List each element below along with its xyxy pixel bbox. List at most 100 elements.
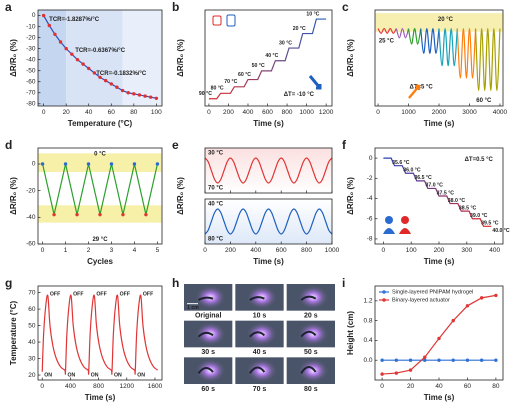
data-point — [47, 23, 51, 28]
x-tick-label: 600 — [276, 247, 287, 254]
x-tick-label: 800 — [93, 383, 104, 390]
data-point — [58, 40, 63, 44]
x-axis-label: Time (s) — [424, 257, 455, 266]
y-tick-label: -20 — [26, 34, 36, 41]
frame-label: 30 s — [201, 349, 215, 356]
legend-marker — [382, 298, 386, 302]
shaded-region — [38, 10, 67, 106]
plot-frame — [204, 9, 333, 107]
y-axis-label: ΔR/R₀ (%) — [9, 177, 18, 215]
annotation: ON — [114, 372, 122, 378]
y-tick-label: -6 — [367, 215, 373, 222]
x-tick-label: 4 — [133, 247, 137, 254]
plot-frame — [204, 198, 333, 245]
annotation: ΔT= -10 °C — [284, 92, 315, 98]
annotation: 70 °C — [224, 79, 237, 85]
legend-label: Binary-layered actuator — [392, 297, 450, 303]
data-line — [377, 27, 397, 34]
data-point — [98, 75, 102, 80]
sample-strip — [198, 296, 214, 301]
data-point — [41, 13, 46, 18]
x-tick-label: 0 — [42, 109, 46, 116]
annotation: 80 °C — [211, 86, 224, 92]
y-tick-label: -8 — [367, 236, 373, 243]
x-axis-label: Time (s) — [424, 119, 455, 128]
y-tick-label: -40 — [26, 214, 36, 221]
x-tick-label: 80 — [130, 109, 138, 116]
annotation: 60 °C — [238, 72, 251, 78]
data-point — [149, 95, 153, 99]
y-tick-label: 30 — [28, 355, 36, 362]
x-tick-label: 1000 — [401, 109, 416, 116]
x-tick-label: 80 — [492, 383, 500, 390]
annotation: TCR=-1.8287%/°C — [49, 17, 100, 23]
annotation: OFF — [143, 291, 153, 297]
data-point — [423, 358, 427, 362]
x-tick-label: 60 — [108, 109, 116, 116]
frame-label: 60 s — [201, 386, 215, 393]
person-head — [401, 216, 409, 224]
annotation: 20 °C — [293, 26, 306, 32]
data-line — [383, 157, 492, 227]
x-tick-label: 0 — [40, 383, 44, 390]
y-tick-label: 40 — [28, 339, 36, 346]
x-tick-label: 400 — [489, 247, 500, 254]
data-point — [423, 355, 427, 359]
x-tick-label: 400 — [250, 247, 261, 254]
person-body — [399, 228, 411, 234]
x-tick-label: 5 — [156, 247, 160, 254]
y-tick-label: -4 — [367, 195, 373, 202]
x-tick-label: 100 — [151, 109, 162, 116]
data-point — [479, 358, 484, 362]
annotation: ON — [137, 372, 145, 378]
x-tick-label: 200 — [223, 109, 234, 116]
data-point — [92, 71, 97, 75]
y-tick-label: 0.4 — [363, 337, 372, 344]
y-axis-label: Temperature (°C) — [9, 300, 18, 365]
frame-label: 10 s — [253, 313, 267, 320]
x-tick-label: 0 — [203, 247, 207, 254]
annotation: TCR=-0.1832%/°C — [96, 71, 147, 77]
legend-label: Single-layered PNIPAM hydrogel — [392, 289, 473, 295]
annotation: 10 °C — [306, 11, 319, 17]
data-point — [494, 293, 498, 298]
y-tick-label: -70 — [26, 89, 36, 96]
data-point — [75, 212, 79, 217]
annotation: OFF — [96, 291, 106, 297]
x-tick-label: 600 — [262, 109, 273, 116]
sample-strip — [248, 366, 266, 374]
x-tick-label: 1000 — [299, 109, 314, 116]
sample-strip — [300, 366, 317, 374]
annotation: 37.5 °C — [437, 190, 455, 196]
x-tick-label: 0 — [41, 247, 45, 254]
y-tick-label: -50 — [26, 67, 36, 74]
x-tick-label: 1 — [64, 247, 68, 254]
x-tick-label: 400 — [243, 109, 254, 116]
data-point — [63, 162, 68, 166]
x-tick-label: 60 — [464, 383, 472, 390]
data-point — [64, 46, 68, 51]
x-tick-label: 0 — [382, 247, 386, 254]
annotation: 37.0 °C — [426, 183, 444, 189]
sample-strip — [197, 367, 214, 374]
data-point — [52, 212, 56, 217]
x-tick-label: 100 — [406, 247, 417, 254]
annotation: OFF — [50, 291, 60, 297]
annotation: TCR=-0.6367%/°C — [75, 48, 126, 54]
annotation: 39.0 °C — [470, 213, 488, 219]
data-point — [479, 296, 484, 300]
x-tick-label: 300 — [461, 247, 472, 254]
data-point — [40, 162, 45, 166]
x-axis-label: Time (s) — [85, 393, 116, 402]
data-point — [103, 78, 108, 83]
sample-strip — [249, 296, 265, 301]
x-tick-label: 200 — [225, 247, 236, 254]
panel-label: b — [172, 0, 179, 14]
data-point — [465, 304, 470, 308]
panel-label: a — [5, 0, 12, 14]
x-tick-label: 40 — [85, 109, 93, 116]
x-tick-label: 20 — [407, 383, 415, 390]
shaded-region — [122, 10, 162, 106]
shaded-region — [38, 153, 162, 172]
